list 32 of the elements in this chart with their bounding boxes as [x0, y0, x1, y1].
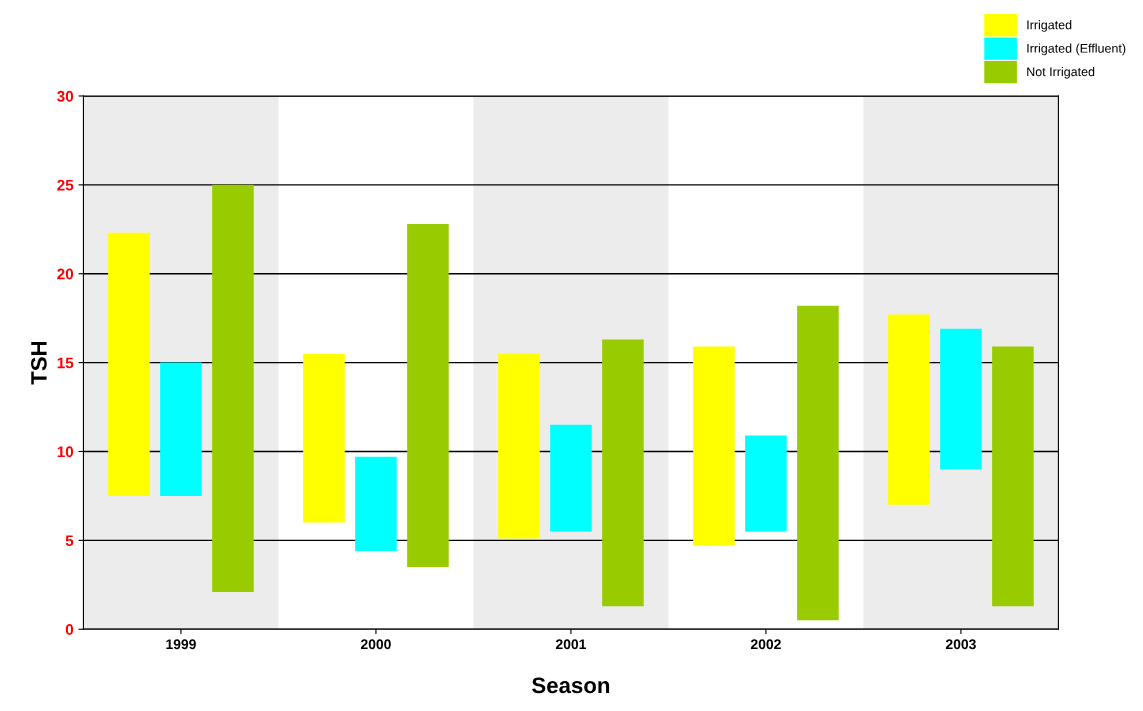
bar — [693, 346, 735, 546]
y-tick-label: 20 — [57, 268, 74, 280]
y-tick-label: 25 — [57, 179, 74, 191]
y-tick-label: 0 — [65, 624, 74, 635]
y-tick-label: 30 — [57, 90, 74, 102]
bar — [550, 424, 592, 532]
x-tick-label: 1999 — [166, 639, 196, 650]
legend-label: Irrigated (Effluent) — [1027, 43, 1126, 56]
bar — [888, 314, 930, 505]
bar — [745, 435, 787, 532]
bar — [355, 456, 397, 552]
y-axis-title: TSH — [31, 341, 47, 385]
bar — [212, 184, 254, 592]
x-tick-label: 2002 — [750, 639, 781, 650]
bar — [940, 328, 982, 470]
x-tick-label: 2000 — [360, 639, 391, 650]
bar — [303, 353, 345, 523]
y-tick-label: 15 — [57, 357, 74, 369]
bar — [108, 232, 150, 496]
bar — [407, 223, 449, 568]
x-axis-title: Season — [532, 677, 610, 694]
bar — [602, 339, 644, 607]
legend-label: Irrigated — [1027, 20, 1072, 32]
bar — [992, 346, 1034, 607]
y-tick-label: 10 — [57, 446, 74, 458]
bar — [498, 353, 540, 539]
y-tick-label: 5 — [65, 535, 74, 547]
x-tick-label: 2003 — [945, 639, 976, 650]
legend-label: Not Irrigated — [1027, 67, 1095, 79]
bar — [797, 305, 839, 621]
x-tick-label: 2001 — [555, 639, 586, 650]
bar — [160, 362, 202, 496]
